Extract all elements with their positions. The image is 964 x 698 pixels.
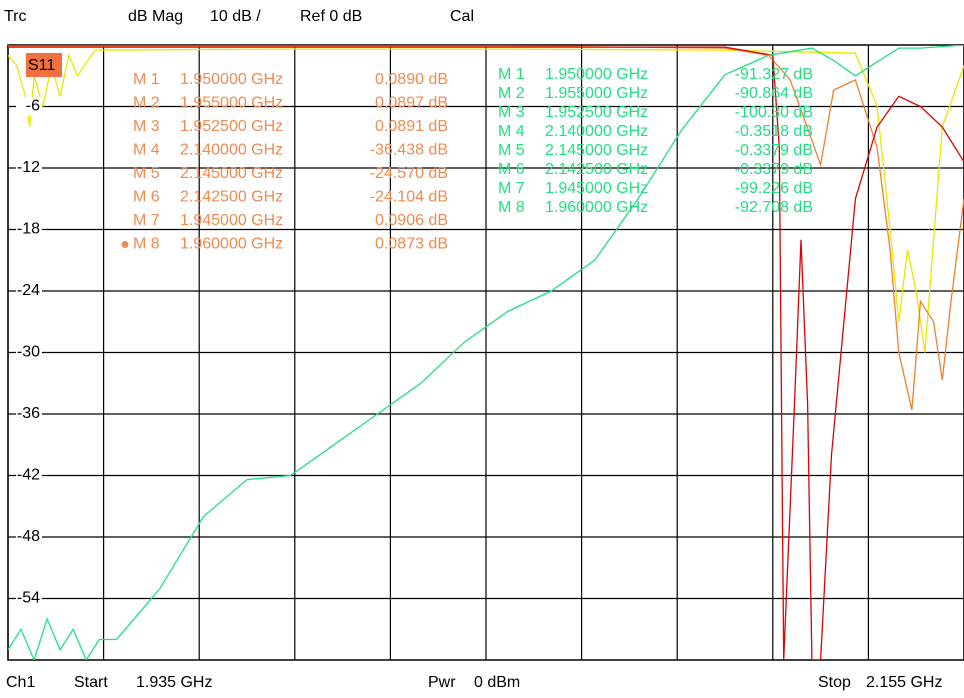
y-tick-label: -36 (17, 405, 40, 422)
marker-level: -0.3518 dB (735, 123, 813, 140)
tick-label-bg (16, 589, 42, 608)
y-tick-label: -54 (17, 590, 40, 607)
footer-text: Ch1 (6, 674, 35, 691)
header-text: 10 dB / (210, 8, 261, 25)
marker-name: M 2 (133, 95, 160, 112)
marker-frequency: 2.142500 GHz (545, 161, 648, 178)
marker-name: M 1 (498, 66, 525, 83)
marker-frequency: 2.145000 GHz (545, 142, 648, 159)
marker-level: -91.327 dB (735, 66, 813, 83)
trace (8, 48, 964, 353)
footer-text: Pwr (428, 674, 456, 691)
grid (7, 45, 964, 660)
y-tick-label: -48 (17, 528, 40, 545)
marker-level: -24.570 dB (370, 165, 448, 182)
marker-frequency: 1.955000 GHz (545, 85, 648, 102)
marker-level: 0.0873 dB (375, 236, 448, 253)
marker-level: 0.0890 dB (375, 71, 448, 88)
marker-name: M 2 (498, 85, 525, 102)
traces (8, 45, 964, 660)
marker-level: 0.0891 dB (375, 118, 448, 135)
trace-tag-text: S11 (28, 57, 55, 74)
trace-tag (26, 53, 62, 77)
y-tick-label: -6 (26, 98, 40, 115)
marker-name: M 6 (133, 189, 160, 206)
marker-level: -24.104 dB (370, 189, 448, 206)
marker-level: 0.0897 dB (375, 95, 448, 112)
tick-label-bg (16, 405, 42, 423)
marker-name: M 8 (498, 199, 525, 216)
marker-frequency: 2.142500 GHz (180, 189, 283, 206)
marker-frequency: 2.140000 GHz (180, 142, 283, 159)
marker-name: M 7 (133, 212, 160, 229)
header-text: dB Mag (128, 8, 183, 25)
marker-name: M 6 (498, 161, 525, 178)
header-text: Ref 0 dB (300, 8, 362, 25)
marker-level: -0.3379 dB (735, 142, 813, 159)
header-text: Trc (4, 8, 27, 25)
tick-label-bg (16, 466, 42, 485)
y-tick-label: -18 (17, 221, 40, 238)
marker-frequency: 1.950000 GHz (545, 66, 648, 83)
y-tick-label: -24 (17, 282, 40, 299)
trace (8, 45, 964, 660)
marker-level: -90.864 dB (735, 85, 813, 102)
marker-frequency: 1.960000 GHz (545, 199, 648, 216)
marker-name: M 3 (133, 118, 160, 135)
footer-text: 0 dBm (474, 674, 520, 691)
y-tick-label: -30 (17, 344, 40, 361)
y-tick-label: -42 (17, 467, 40, 484)
marker-frequency: 1.955000 GHz (180, 95, 283, 112)
marker-frequency: 1.945000 GHz (545, 180, 648, 197)
marker-name: M 5 (498, 142, 525, 159)
tick-label-bg (16, 97, 42, 116)
marker-name: M 4 (498, 123, 525, 140)
marker-level: -99.226 dB (735, 180, 813, 197)
footer-text: 2.155 GHz (866, 674, 942, 691)
marker-frequency: 1.945000 GHz (180, 212, 283, 229)
marker-level: -92.708 dB (735, 199, 813, 216)
marker-frequency: 1.952500 GHz (180, 118, 283, 135)
tick-label-bg (16, 159, 42, 177)
marker-level: 0.0906 dB (375, 212, 448, 229)
marker-level: -0.3379 dB (735, 161, 813, 178)
marker-frequency: 1.960000 GHz (180, 236, 283, 253)
marker-name: M 5 (133, 165, 160, 182)
tick-label-bg (16, 282, 42, 300)
footer-text: 1.935 GHz (136, 674, 212, 691)
active-marker-dot (121, 241, 129, 248)
trace (8, 46, 964, 660)
marker-name: M 7 (498, 180, 525, 197)
footer-text: Start (74, 674, 108, 691)
marker-frequency: 2.145000 GHz (180, 165, 283, 182)
marker-frequency: 1.952500 GHz (545, 104, 648, 121)
tick-label-bg (16, 528, 42, 546)
marker-frequency: 1.950000 GHz (180, 71, 283, 88)
marker-frequency: 2.140000 GHz (545, 123, 648, 140)
marker-level: -36.438 dB (370, 142, 448, 159)
trace (8, 45, 964, 411)
marker-name: M 4 (133, 142, 160, 159)
tick-label-bg (16, 220, 42, 239)
marker-level: -100.30 dB (735, 104, 813, 121)
marker-name: M 8 (133, 236, 160, 253)
footer-text: Stop (818, 674, 851, 691)
marker-name: M 1 (133, 71, 160, 88)
marker-name: M 3 (498, 104, 525, 121)
y-tick-label: -12 (17, 159, 40, 176)
labels: -54 -48 -42 -36 -30 -24 -18 -12 -6 Trc dB Mag 10 dB… (4, 8, 942, 691)
tick-label-bg (16, 343, 42, 362)
header-text: Cal (450, 8, 474, 25)
